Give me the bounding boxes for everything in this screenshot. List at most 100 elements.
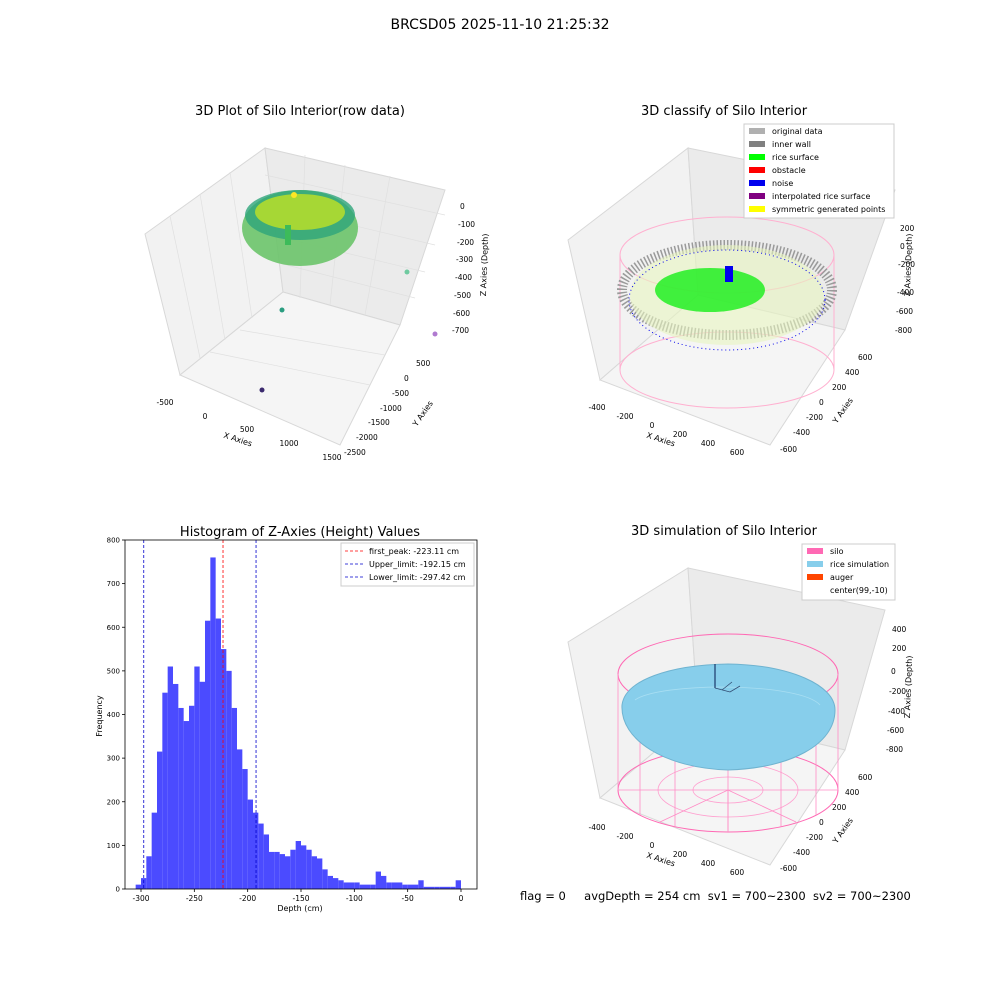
histogram-bar xyxy=(391,882,397,889)
legend-swatch-rice-simulation xyxy=(807,561,823,567)
histogram-bar xyxy=(311,856,317,889)
simulation-x-tick: 600 xyxy=(730,868,745,877)
simulation-x-axis-label: X Axies xyxy=(645,851,676,869)
histogram-bar xyxy=(151,812,157,889)
raw-y-axis-label: Y Axies xyxy=(410,399,435,429)
legend-swatch-original xyxy=(749,128,765,134)
classify-y-tick: -600 xyxy=(780,445,797,454)
histogram-bar xyxy=(343,882,349,889)
histogram-bar xyxy=(445,886,451,889)
raw-y-tick: 500 xyxy=(416,359,431,368)
histogram-bar xyxy=(375,871,381,889)
classify-z-tick: -200 xyxy=(898,260,915,269)
simulation-x-tick: -200 xyxy=(616,832,633,841)
simulation-y-tick: 400 xyxy=(845,788,860,797)
simulation-x-tick: 0 xyxy=(650,841,655,850)
histogram-bar xyxy=(189,705,195,889)
legend-swatch-interpolated xyxy=(749,193,765,199)
histogram-x-tick-label: -50 xyxy=(402,894,414,903)
legend-label-rice-simulation: rice simulation xyxy=(830,560,889,569)
raw-y-tick: 0 xyxy=(404,374,409,383)
histogram-y-tick-label: 100 xyxy=(107,842,120,850)
classify-x-tick: -200 xyxy=(616,412,633,421)
legend-swatch-noise xyxy=(749,180,765,186)
histogram-y-tick-label: 800 xyxy=(107,537,120,545)
status-footer: flag = 0 avgDepth = 254 cm sv1 = 700~230… xyxy=(520,889,911,903)
legend-label-original: original data xyxy=(772,127,823,136)
simulation-x-tick: 200 xyxy=(673,850,688,859)
legend-label-interpolated: interpolated rice surface xyxy=(772,192,870,201)
histogram-bar xyxy=(322,869,328,889)
classify-y-axis-label: Y Axies xyxy=(830,396,855,426)
legend-label-auger: auger xyxy=(830,573,854,582)
simulation-silo-wall-lines xyxy=(617,674,839,832)
histogram-y-tick-label: 0 xyxy=(116,886,120,894)
raw-grid xyxy=(169,154,446,386)
raw-x-tick: 0 xyxy=(203,412,208,421)
simulation-y-tick: 0 xyxy=(819,818,824,827)
classify-y-tick: -200 xyxy=(806,413,823,422)
histogram-bar xyxy=(210,557,216,889)
legend-label-silo: silo xyxy=(830,547,844,556)
histogram-bar xyxy=(215,618,221,889)
simulation-3d-plot: silo rice simulation auger center(99,-10… xyxy=(567,543,914,877)
histogram-bar xyxy=(242,769,248,889)
avgdepth-text: avgDepth = 254 cm xyxy=(584,889,701,903)
simulation-z-tick: -400 xyxy=(888,707,905,716)
classify-inner-wall-band xyxy=(617,240,837,340)
simulation-y-axis-label: Y Axies xyxy=(830,816,855,846)
raw-outlier-point xyxy=(404,269,410,275)
raw-y-tick: -1500 xyxy=(368,418,390,427)
raw-z-tick: -100 xyxy=(458,220,475,229)
simulation-y-tick: -200 xyxy=(806,833,823,842)
raw-z-axis-label: Z Axies (Depth) xyxy=(479,233,490,296)
legend-swatch-symmetric xyxy=(749,206,765,212)
histogram-bar xyxy=(317,858,323,889)
simulation-z-tick: -200 xyxy=(889,687,906,696)
raw-outlier-yellow xyxy=(291,192,297,198)
histogram-bar xyxy=(205,620,211,889)
histogram-bar xyxy=(247,799,253,889)
histogram-bar xyxy=(301,845,307,889)
histogram-x-tick-label: -250 xyxy=(186,894,203,903)
raw-outlier-point xyxy=(259,387,265,393)
raw-z-tick: -600 xyxy=(453,309,470,318)
histogram-bar xyxy=(434,886,440,889)
histogram-bar xyxy=(279,854,285,889)
simulation-rice-texture xyxy=(634,686,821,706)
classify-legend xyxy=(743,123,895,219)
histogram-bar xyxy=(338,880,344,889)
histogram-y-tick-label: 600 xyxy=(107,624,120,632)
histogram-y-tick-label: 300 xyxy=(107,755,120,763)
classify-z-tick: -800 xyxy=(895,326,912,335)
raw-outlier-point xyxy=(432,331,438,337)
histogram-bar xyxy=(327,875,333,889)
classify-y-tick: 0 xyxy=(819,398,824,407)
raw-3d-plot: -500 0 500 1000 1500 X Axies 500 0 -500 … xyxy=(144,147,490,462)
histogram-bar xyxy=(173,683,179,889)
classify-plot-title: 3D classify of Silo Interior xyxy=(640,104,808,119)
histogram-bar xyxy=(183,721,189,889)
histogram-x-axis-label: Depth (cm) xyxy=(277,904,322,913)
histogram-x-tick-label: -200 xyxy=(239,894,256,903)
simulation-rice-surface xyxy=(621,663,836,771)
histogram-bar xyxy=(269,851,275,889)
classify-x-tick: 0 xyxy=(650,421,655,430)
histogram-bar xyxy=(141,878,147,889)
sv1-text: sv1 = 700~2300 xyxy=(707,889,806,903)
legend-swatch-inner-wall xyxy=(749,141,765,147)
legend-label-inner-wall: inner wall xyxy=(772,140,811,149)
classify-y-tick: 200 xyxy=(832,383,847,392)
histogram-bar xyxy=(295,841,301,889)
legend-swatch-obstacle xyxy=(749,167,765,173)
histogram-bar xyxy=(365,884,371,889)
histogram-bar xyxy=(199,681,205,889)
raw-plot-title: 3D Plot of Silo Interior(row data) xyxy=(195,104,405,119)
legend-label-rice-surface: rice surface xyxy=(772,153,819,162)
histogram-bar xyxy=(429,886,435,889)
classify-z-tick: 0 xyxy=(900,242,905,251)
simulation-z-axis-label: Z Axies (Depth) xyxy=(903,655,914,718)
simulation-x-tick: 400 xyxy=(701,859,716,868)
simulation-z-tick: -800 xyxy=(886,745,903,754)
raw-x-tick: -500 xyxy=(156,398,173,407)
